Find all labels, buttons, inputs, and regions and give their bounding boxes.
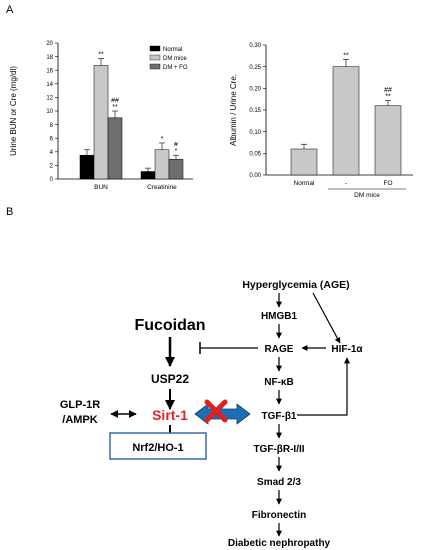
- node-fucoidan: Fucoidan: [134, 317, 205, 334]
- y-tick-label: 2: [50, 164, 54, 170]
- y-tick-label: 6: [50, 136, 54, 142]
- significance-mark: #: [174, 142, 178, 149]
- y-tick-label: 0.10: [249, 130, 261, 136]
- node-glp1r: GLP-1R: [60, 399, 100, 411]
- group-label: DM mice: [354, 192, 380, 199]
- y-tick-label: 16: [46, 68, 53, 74]
- node-hmgb1: HMGB1: [261, 311, 298, 322]
- bar: [107, 117, 123, 180]
- node-sirt1: Sirt-1: [152, 407, 188, 423]
- node-rage: RAGE: [265, 344, 294, 355]
- y-tick-label: 0.25: [249, 65, 261, 71]
- significance-mark: ##: [111, 98, 119, 105]
- legend-swatch: [149, 63, 161, 70]
- pathway-diagram: Fucoidan USP22 Sirt-1 GLP-1R /AMPK Nrf2/…: [60, 279, 364, 549]
- y-tick-label: 0.30: [249, 43, 261, 49]
- significance-mark: *: [161, 136, 164, 143]
- chart-urine-bun-cre: 0 2 4 6 8 10 12 14 16 18 20 Urine BUN or Cre (mg/dl…: [9, 41, 193, 191]
- y-tick-label: 0: [50, 177, 54, 183]
- x-tick-label: Creatinine: [147, 184, 177, 191]
- node-fibronectin: Fibronectin: [252, 510, 306, 521]
- bar: [332, 66, 360, 176]
- bar: [93, 65, 109, 180]
- legend-label: DM + FO: [163, 65, 188, 71]
- bar: [168, 159, 184, 180]
- y-tick-label: 4: [50, 150, 54, 156]
- x-tick-label: -: [345, 180, 347, 187]
- chart-albumin-ratio: 0.00 0.05 0.10 0.15 0.20 0.25 0.30 Albumin / Ur…: [229, 43, 413, 199]
- x-tick-label: BUN: [94, 184, 108, 191]
- y-tick-label: 0.05: [249, 152, 261, 158]
- bar: [374, 105, 402, 176]
- x-tick-label: Normal: [294, 180, 316, 187]
- arrow-tgfb1-hif1a: [297, 357, 350, 416]
- x-tick-label: FO: [383, 180, 392, 187]
- y-tick-label: 14: [46, 82, 53, 88]
- y-tick-label: 12: [46, 96, 53, 102]
- node-nfkb: NF-κB: [264, 377, 293, 388]
- significance-mark: **: [385, 93, 391, 100]
- y-tick-label: 20: [46, 41, 53, 47]
- node-usp22: USP22: [151, 372, 189, 386]
- y-tick-label: 18: [46, 55, 53, 61]
- y-tick-label: 10: [46, 109, 53, 115]
- legend-swatch: [149, 54, 161, 61]
- panel-label-a: A: [6, 4, 14, 16]
- y-tick-label: 0.15: [249, 108, 261, 114]
- legend-label: DM mice: [163, 56, 187, 62]
- legend-label: Normal: [163, 47, 182, 53]
- y-tick-label: 8: [50, 123, 54, 129]
- legend-swatch: [149, 45, 161, 52]
- y-axis-label: Albumin / Urine Cre.: [229, 74, 238, 146]
- significance-mark: *: [175, 148, 178, 155]
- inhibition-x-icon: [204, 399, 228, 423]
- bar: [79, 154, 95, 180]
- significance-mark: **: [343, 52, 349, 59]
- panel-label-b: B: [6, 206, 14, 218]
- y-axis-label: Urine BUN or Cre (mg/dl): [9, 66, 18, 156]
- node-nrf2: Nrf2/HO-1: [132, 442, 183, 454]
- bar: [290, 148, 318, 176]
- significance-mark: **: [98, 52, 104, 59]
- significance-mark: ##: [384, 87, 392, 94]
- node-nrf2-box: [109, 432, 207, 460]
- node-hif1a: HIF-1α: [331, 344, 363, 355]
- node-ampk: /AMPK: [62, 414, 98, 426]
- node-tgfbr: TGF-βR-I/II: [253, 444, 304, 455]
- node-smad: Smad 2/3: [257, 477, 301, 488]
- bar: [140, 171, 156, 180]
- node-nephropathy: Diabetic nephropathy: [228, 538, 331, 549]
- node-tgfb1: TGF-β1: [262, 411, 297, 422]
- arrow-hyperglycemia-hif1a: [312, 292, 341, 344]
- significance-mark: **: [112, 104, 118, 111]
- y-tick-label: 0.20: [249, 87, 261, 93]
- bar: [154, 149, 170, 180]
- y-tick-label: 0.00: [249, 173, 261, 179]
- node-hyperglycemia: Hyperglycemia (AGE): [242, 279, 349, 291]
